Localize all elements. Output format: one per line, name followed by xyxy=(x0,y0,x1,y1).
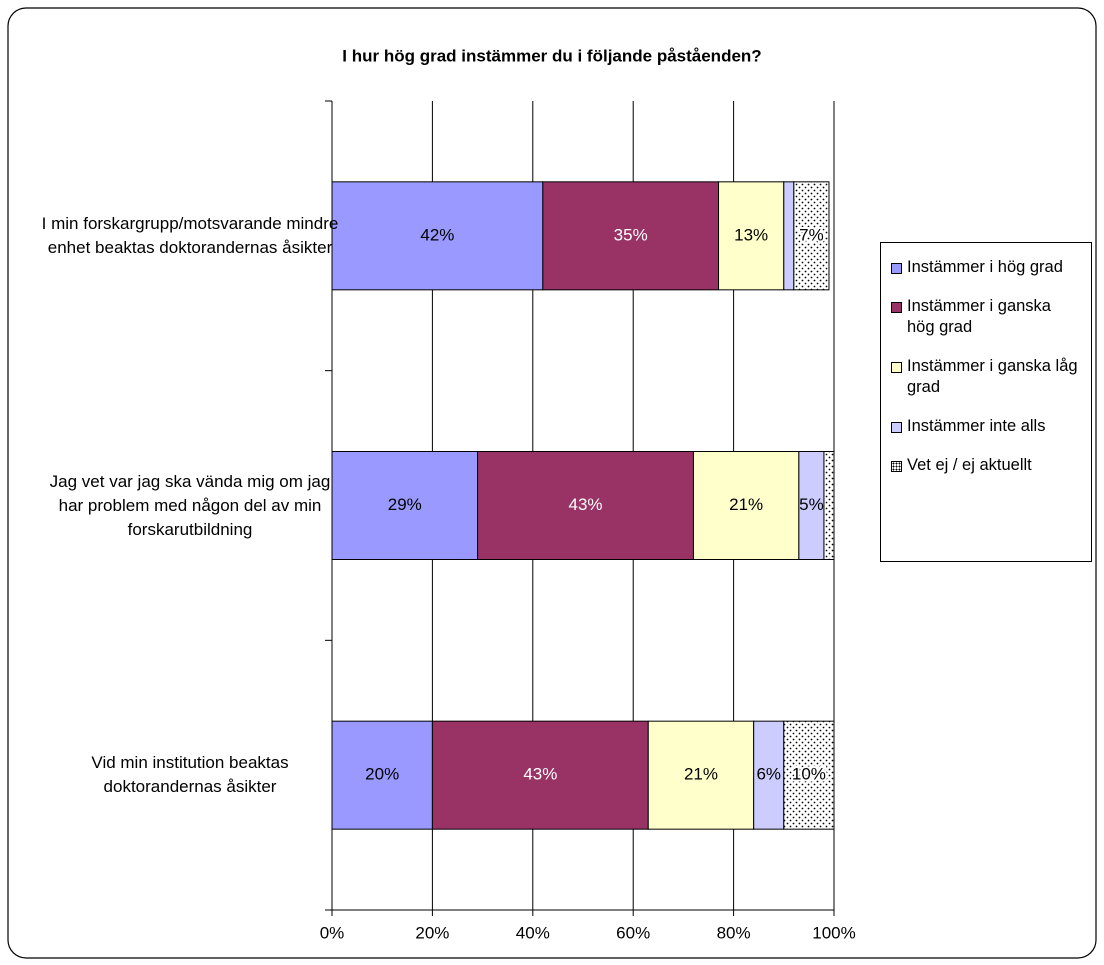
bar-segment xyxy=(823,451,835,560)
legend-swatch xyxy=(891,461,902,472)
bar-segment xyxy=(331,451,479,560)
data-label: 43% xyxy=(523,765,557,784)
data-label: 5% xyxy=(799,495,824,514)
legend-item: Instämmer i hög grad xyxy=(891,257,1083,278)
bar-segment xyxy=(793,181,830,291)
bar-segment xyxy=(783,181,795,291)
legend-item: Instämmer i ganska hög grad xyxy=(891,296,1083,338)
data-label: 43% xyxy=(568,495,602,514)
bar-segment xyxy=(477,451,694,560)
data-label: 35% xyxy=(614,225,648,244)
data-label: 7% xyxy=(799,225,824,244)
bar-segment xyxy=(692,451,800,560)
x-tick-label: 60% xyxy=(616,923,650,942)
x-tick-label: 80% xyxy=(717,923,751,942)
bar-segment xyxy=(647,720,755,830)
data-label: 6% xyxy=(756,765,781,784)
legend-label: Instämmer inte alls xyxy=(907,417,1046,435)
bar-segment xyxy=(331,720,433,830)
x-tick-label: 20% xyxy=(415,923,449,942)
bar-segment xyxy=(331,181,544,291)
bar-segment xyxy=(718,181,785,291)
legend-label: Instämmer i ganska hög grad xyxy=(907,297,1051,336)
category-label: Jag vet var jag ska vända mig om jag har… xyxy=(49,471,331,539)
bar-segment xyxy=(798,451,825,560)
data-label: 29% xyxy=(388,495,422,514)
data-label: 21% xyxy=(684,765,718,784)
x-tick-label: 100% xyxy=(812,923,855,942)
chart-title: I hur hög grad instämmer du i följande p… xyxy=(342,46,761,65)
x-tick-label: 0% xyxy=(320,923,345,942)
legend-item: Instämmer inte alls xyxy=(891,416,1083,437)
legend-swatch xyxy=(891,302,902,313)
legend-item: Vet ej / ej aktuellt xyxy=(891,455,1083,476)
legend-swatch xyxy=(891,422,902,433)
legend-swatch xyxy=(891,263,902,274)
bar-segment xyxy=(542,181,720,291)
data-label: 42% xyxy=(420,225,454,244)
data-label: 10% xyxy=(792,765,826,784)
legend-swatch xyxy=(891,362,902,373)
category-label: I min forskargrupp/motsvarande mindre en… xyxy=(41,213,339,257)
legend-label: Instämmer i hög grad xyxy=(907,258,1063,276)
legend: Instämmer i hög grad Instämmer i ganska h… xyxy=(880,242,1092,562)
legend-label: Instämmer i ganska låg grad xyxy=(907,357,1078,396)
data-label: 21% xyxy=(729,495,763,514)
data-label: 20% xyxy=(365,765,399,784)
bar-segment xyxy=(431,720,649,830)
legend-label: Vet ej / ej aktuellt xyxy=(907,456,1032,474)
data-label: 13% xyxy=(734,225,768,244)
legend-item: Instämmer i ganska låg grad xyxy=(891,356,1083,398)
bar-segment xyxy=(753,720,785,830)
x-tick-label: 40% xyxy=(516,923,550,942)
bar-segment xyxy=(783,720,835,830)
category-label: Vid min institution beaktas doktorandern… xyxy=(91,753,289,797)
